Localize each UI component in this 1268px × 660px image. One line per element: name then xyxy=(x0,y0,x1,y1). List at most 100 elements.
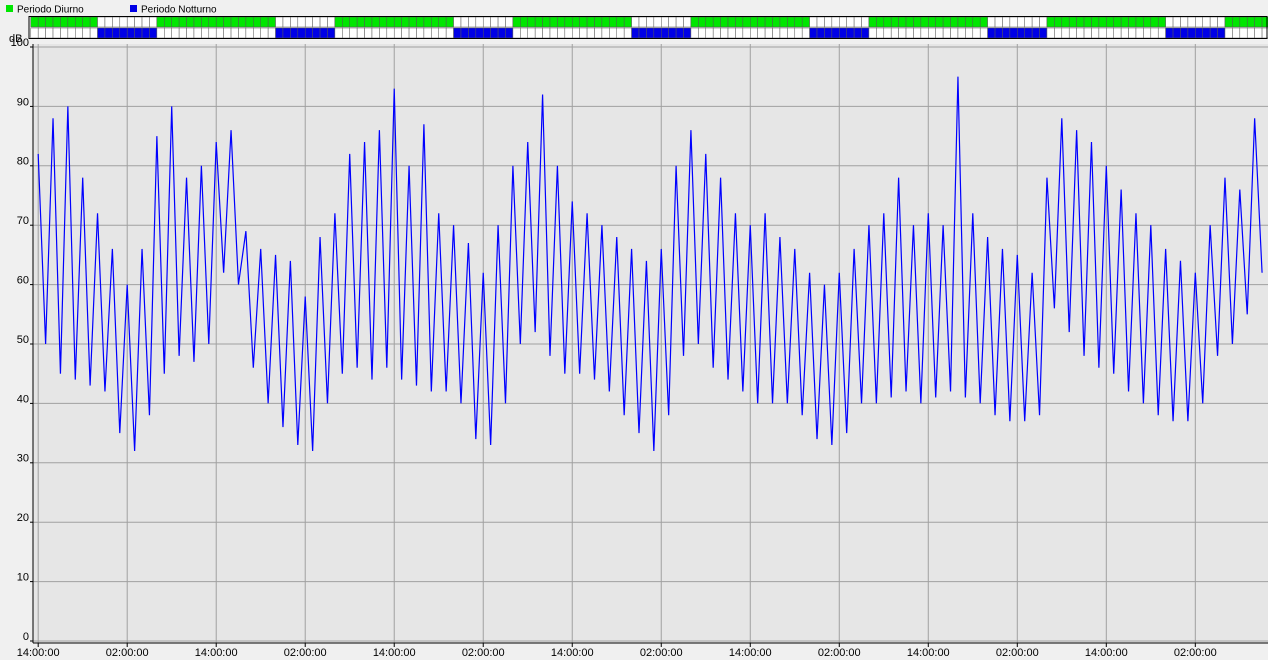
period-cell xyxy=(275,27,284,39)
period-cell xyxy=(1157,16,1166,28)
period-cell xyxy=(1209,16,1218,28)
period-cell xyxy=(920,16,929,28)
period-cell xyxy=(1217,16,1226,28)
period-cell xyxy=(334,27,343,39)
period-cell xyxy=(935,16,944,28)
period-cell xyxy=(520,16,528,28)
period-cell xyxy=(52,27,61,39)
legend-label: Periodo Diurno xyxy=(17,5,84,16)
period-cell xyxy=(1195,16,1203,28)
period-cell xyxy=(557,16,566,28)
period-cell xyxy=(824,16,833,28)
period-cell xyxy=(920,27,929,39)
period-cell xyxy=(482,27,491,39)
x-tick-label: 14:00:00 xyxy=(907,647,950,659)
period-cell xyxy=(297,16,306,28)
period-cell xyxy=(1083,27,1092,39)
x-tick-label: 02:00:00 xyxy=(640,647,683,659)
period-cell xyxy=(112,16,121,28)
period-cell xyxy=(571,27,580,39)
period-cell xyxy=(735,27,744,39)
period-cell xyxy=(379,27,388,39)
period-cell xyxy=(275,16,284,28)
period-cell xyxy=(542,27,551,39)
period-cell xyxy=(935,27,944,39)
period-cell xyxy=(104,27,113,39)
period-cell xyxy=(801,27,810,39)
period-cell xyxy=(779,27,788,39)
period-cell xyxy=(97,27,106,39)
period-cell xyxy=(839,27,847,39)
period-cell xyxy=(45,16,54,28)
x-tick-label: 14:00:00 xyxy=(373,647,416,659)
period-cell xyxy=(928,16,936,28)
period-cell xyxy=(816,27,825,39)
period-cell xyxy=(1039,16,1048,28)
period-cell xyxy=(60,27,69,39)
legend-swatch xyxy=(6,5,13,12)
period-cell xyxy=(253,16,261,28)
period-cell xyxy=(638,27,647,39)
period-cell xyxy=(757,27,766,39)
period-cell xyxy=(490,16,499,28)
period-cell xyxy=(809,27,818,39)
period-cell xyxy=(75,27,83,39)
period-cell xyxy=(104,16,113,28)
period-cell xyxy=(223,27,232,39)
period-cell xyxy=(861,16,870,28)
period-cell xyxy=(594,27,603,39)
period-cell xyxy=(1165,16,1174,28)
period-cell xyxy=(1083,16,1092,28)
period-cell xyxy=(319,16,328,28)
period-cell xyxy=(260,27,269,39)
period-cell xyxy=(304,16,313,28)
period-cell xyxy=(868,16,877,28)
x-tick-label: 02:00:00 xyxy=(818,647,861,659)
y-tick-label: 10 xyxy=(17,572,29,584)
x-tick-label: 02:00:00 xyxy=(284,647,327,659)
period-cell xyxy=(557,27,566,39)
y-axis-label: dB xyxy=(9,33,22,45)
y-tick-label: 30 xyxy=(17,453,29,465)
period-cell xyxy=(668,27,677,39)
period-cell xyxy=(957,16,966,28)
period-cell xyxy=(979,16,988,28)
period-cell xyxy=(356,27,365,39)
period-cell xyxy=(416,16,425,28)
period-cell xyxy=(987,27,996,39)
period-cell xyxy=(675,16,684,28)
period-cell xyxy=(1091,27,1100,39)
strip-mask xyxy=(0,15,29,40)
period-cell xyxy=(119,27,128,39)
period-cell xyxy=(1046,27,1055,39)
period-cell xyxy=(230,16,239,28)
period-cell xyxy=(290,16,299,28)
period-cell xyxy=(623,16,632,28)
period-cell xyxy=(319,27,328,39)
period-cell xyxy=(772,16,781,28)
period-cell xyxy=(913,16,922,28)
period-cell xyxy=(1150,16,1159,28)
period-cell xyxy=(683,27,692,39)
period-cell xyxy=(371,27,380,39)
period-cell xyxy=(712,27,721,39)
period-cell xyxy=(468,16,477,28)
period-cell xyxy=(1254,16,1263,28)
period-cell xyxy=(505,16,514,28)
period-cell xyxy=(698,16,707,28)
period-cell xyxy=(416,27,425,39)
period-cell xyxy=(1232,27,1241,39)
period-cell xyxy=(839,16,847,28)
period-cell xyxy=(831,16,840,28)
period-cell xyxy=(1002,27,1011,39)
period-cell xyxy=(646,16,655,28)
period-cell xyxy=(431,27,439,39)
period-cell xyxy=(45,27,54,39)
period-cell xyxy=(201,16,210,28)
period-cell xyxy=(490,27,499,39)
period-cell xyxy=(1120,27,1129,39)
period-cell xyxy=(37,16,46,28)
period-cell xyxy=(772,27,781,39)
period-cell xyxy=(238,16,247,28)
period-cell xyxy=(1246,27,1255,39)
